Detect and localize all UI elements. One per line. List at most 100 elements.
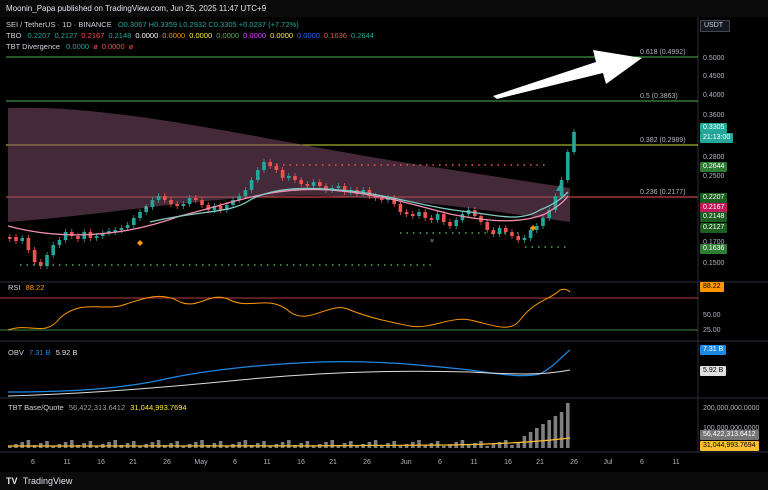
sma-line [7,188,569,236]
signal-up-triangle-icon [556,184,564,191]
price-axis-tick: 0.1700 [703,239,725,246]
tbt-volume-bar [181,446,186,448]
candle-body [404,212,409,214]
candle-body [342,186,347,192]
annotation-arrow-icon [493,50,642,99]
price-tag: 0.2207 [700,193,728,203]
tbt-volume-bar [45,441,49,448]
price-tag: 0.2127 [700,223,728,233]
candle-body [305,184,310,186]
obv-legend[interactable]: OBV 7.31 B 5.92 B [8,348,77,357]
tbt-volume-bar [200,440,204,448]
tbo-value: 0.2167 [81,31,105,40]
candle-body [125,225,130,228]
tbt-volume-bar [497,442,502,448]
candle-body [132,218,136,225]
candle-body [107,231,111,233]
tbt-volume-bar [26,440,31,448]
tbt-volume-bar [485,446,489,448]
tbt-quote-value-tag: 31,044,993.7694 [700,441,759,451]
tbt-divergence-value: ø [93,42,98,51]
candle-body [256,170,260,180]
tbt-volume-bar [175,441,179,448]
rsi-name[interactable]: RSI [8,283,21,292]
time-axis-tick: 26 [363,459,371,466]
candle-body [510,232,514,236]
candle-body [566,152,570,180]
tbo-value: 0.2127 [54,31,78,40]
obv-ma-line [7,369,571,397]
price-axis-tick: 0.2500 [703,173,725,180]
currency-label[interactable]: USDT [700,20,730,32]
candle-body [26,238,31,250]
price-axis-tick: 0.1500 [703,260,725,267]
price-axis-tick: 0.2800 [703,154,725,161]
obv-name[interactable]: OBV [8,348,24,357]
tbt-volume-bar [466,445,471,448]
candle-body [163,196,167,200]
tbo-legend[interactable]: TBO 0.2207 0.2127 0.2167 0.2148 0.0000 0.0000… [6,31,382,40]
tbo-value: 0.2207 [27,31,51,40]
candle-body [249,180,254,190]
candle-body [187,198,192,204]
tbo-value: 0.2644 [350,31,374,40]
rsi-legend[interactable]: RSI 88.22 [8,283,44,292]
candle-body [324,186,328,190]
price-tag: 0.2167 [700,203,728,213]
candle-body [535,226,539,230]
time-axis-tick: 11 [470,459,477,466]
candle-body [373,196,378,198]
obv-value: 7.31 B [28,348,51,357]
tbt-base-quote-name[interactable]: TBT Base/Quote [8,403,64,412]
candle-body [169,200,173,204]
tbt-volume-bar [156,440,161,448]
ema-line [149,187,569,223]
tradingview-logo[interactable]: TV TradingView [6,476,72,486]
symbol-legend[interactable]: SEI / TetherUS · 1D · BINANCE O0.3067 H0… [6,20,303,29]
time-axis-tick: 26 [570,459,578,466]
candle-body [231,200,235,205]
time-axis-tick: May [194,459,208,466]
candle-body [287,176,291,178]
time-axis-tick: 16 [97,459,105,466]
tbt-volume-bar [88,441,93,448]
candle-body [553,196,558,210]
tbt-tick-200m: 200,000,000.0000 [703,405,760,412]
time-axis-tick: 6 [438,459,442,466]
candle-body [485,222,489,230]
candle-body [175,204,179,206]
tbt-divergence-value: 0.0000 [101,42,125,51]
rsi-value-tag: 88.22 [700,282,724,292]
price-tag: 0.2148 [700,212,728,222]
signal-diamond-icon [530,225,536,231]
candle-body [293,176,297,180]
tbt-volume-bar [535,428,539,448]
tbo-name[interactable]: TBO [6,31,22,40]
rsi-value: 88.22 [25,283,45,292]
candle-body [442,214,446,222]
tbt-volume-bar [330,440,334,448]
symbol-name[interactable]: SEI / TetherUS · 1D · BINANCE [6,20,112,29]
tbt-volume-bar [504,440,508,448]
tbt-volume-bar [355,446,359,448]
tbt-volume-bar [553,416,558,448]
tbt-volume-bar [349,441,353,448]
time-axis-tick: 21 [536,459,544,466]
candle-body [274,166,279,170]
candle-body [70,232,74,236]
candle-body [14,237,18,241]
tbt-volume-bar [8,446,12,448]
tbt-base-quote-legend[interactable]: TBT Base/Quote 56,422,313.6412 31,044,99… [8,403,187,412]
tbt-divergence-value: ø [128,42,134,51]
tbo-value: 0.2148 [108,31,132,40]
tbt-volume-bar [107,442,111,448]
tbt-divergence-legend[interactable]: TBT Divergence 0.0000 ø 0.0000 ø [6,42,141,51]
tbt-divergence-name[interactable]: TBT Divergence [6,42,61,51]
obv-line [7,349,571,393]
candle-body [497,228,502,234]
candle-body [119,228,124,230]
tbt-volume-bar [380,445,384,448]
candle-body [262,162,266,170]
